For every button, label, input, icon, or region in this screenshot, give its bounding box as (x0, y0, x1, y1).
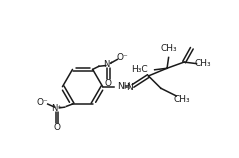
Text: O: O (105, 79, 112, 88)
Text: CH₃: CH₃ (194, 59, 211, 68)
Text: O⁻: O⁻ (117, 53, 129, 62)
Text: CH₃: CH₃ (174, 94, 190, 103)
Text: O: O (54, 123, 60, 132)
Text: N⁺: N⁺ (103, 60, 114, 69)
Text: O⁻: O⁻ (36, 98, 48, 107)
Text: NH: NH (117, 82, 131, 91)
Text: N⁺: N⁺ (52, 104, 62, 113)
Text: N: N (126, 83, 133, 92)
Text: H₃C: H₃C (131, 65, 148, 74)
Text: CH₃: CH₃ (160, 44, 177, 53)
